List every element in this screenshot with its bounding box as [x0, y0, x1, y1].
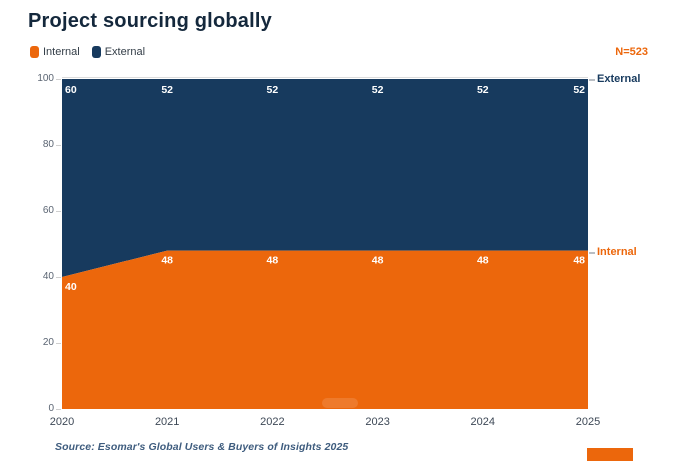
external-data-label: 52 — [573, 84, 585, 96]
internal-swatch-icon — [30, 46, 39, 58]
legend-label-internal: Internal — [43, 46, 80, 58]
internal-area — [62, 250, 588, 409]
external-leader-tick — [589, 79, 595, 81]
y-tick-label: 40 — [42, 271, 54, 282]
external-swatch-icon — [91, 46, 101, 58]
y-tick-mark — [56, 79, 61, 80]
legend: Internal External — [30, 46, 145, 58]
y-tick-label: 80 — [42, 139, 54, 150]
internal-data-label: 48 — [372, 255, 384, 267]
y-tick-mark — [56, 211, 61, 212]
x-tick-label: 2025 — [575, 416, 601, 428]
legend-item-internal[interactable]: Internal — [30, 46, 80, 58]
y-tick-label: 100 — [37, 73, 54, 84]
y-tick-label: 20 — [42, 337, 54, 348]
y-tick-mark — [56, 145, 61, 146]
x-tick-label: 2022 — [260, 416, 285, 428]
internal-data-label: 40 — [65, 281, 77, 293]
x-tick-label: 2020 — [49, 416, 75, 428]
y-tick-mark — [56, 409, 61, 410]
external-data-label: 52 — [267, 84, 279, 96]
external-data-label: 52 — [372, 84, 384, 96]
internal-leader-tick — [589, 251, 595, 254]
legend-label-external: External — [104, 46, 146, 58]
internal-series-label: Internal — [597, 245, 637, 258]
y-tick-mark — [56, 277, 61, 278]
y-tick-mark — [56, 343, 61, 344]
legend-item-external[interactable]: External — [91, 46, 146, 58]
external-area — [62, 79, 588, 277]
internal-data-label: 48 — [161, 255, 173, 267]
external-data-label: 52 — [161, 84, 173, 96]
external-data-label: 60 — [65, 84, 77, 96]
external-data-label: 52 — [477, 84, 489, 96]
source-note: Source: Esomar's Global Users & Buyers o… — [55, 441, 349, 453]
y-tick-label: 0 — [48, 403, 54, 414]
plot-top-gridline — [62, 77, 588, 78]
internal-data-label: 48 — [573, 255, 585, 267]
chart-svg: 60 40 52 48 52 48 52 48 52 48 52 48 — [62, 79, 588, 409]
x-tick-label: 2021 — [154, 416, 180, 428]
y-tick-label: 60 — [42, 205, 54, 216]
external-series-label: External — [597, 73, 641, 85]
hover-highlight — [322, 398, 358, 408]
x-tick-label: 2023 — [365, 416, 390, 428]
sample-size-note: N=523 — [615, 46, 648, 58]
logo-block — [587, 448, 633, 461]
page-title: Project sourcing globally — [28, 10, 272, 32]
internal-data-label: 48 — [477, 255, 489, 267]
internal-data-label: 48 — [267, 255, 279, 267]
x-tick-label: 2024 — [470, 416, 496, 428]
stacked-area-chart[interactable]: 60 40 52 48 52 48 52 48 52 48 52 48 — [62, 79, 588, 409]
